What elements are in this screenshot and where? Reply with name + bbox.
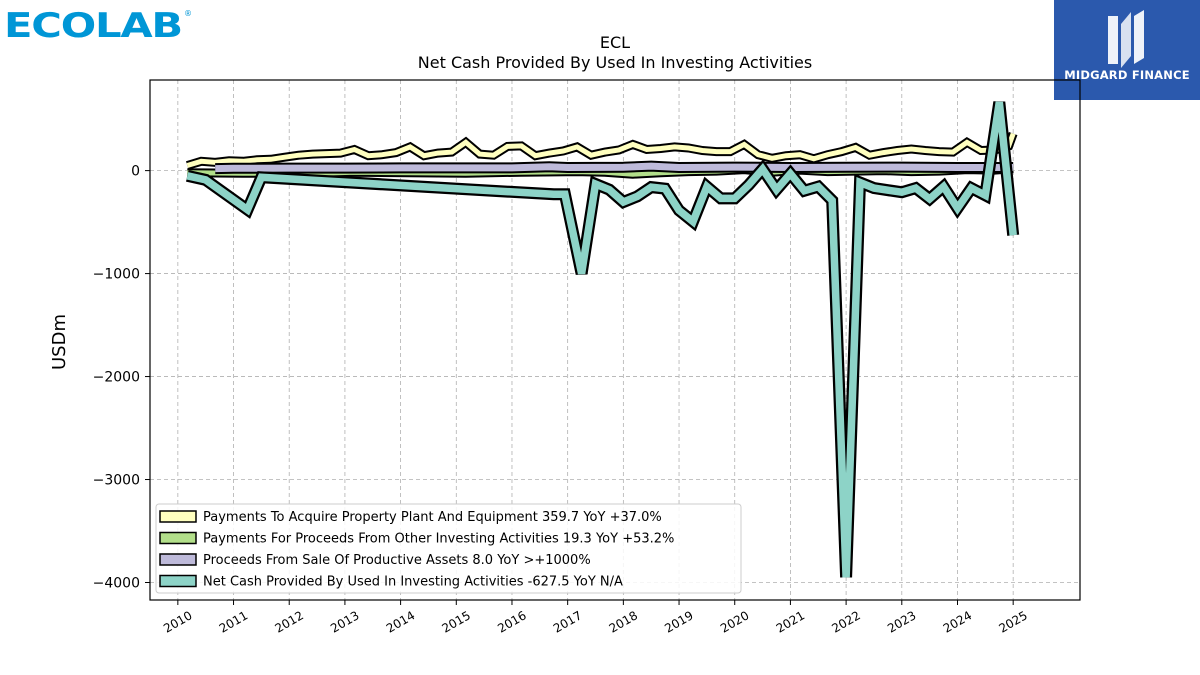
y-tick-label: −2000	[93, 370, 140, 386]
legend: Payments To Acquire Property Plant And E…	[155, 503, 742, 594]
x-tick-label: 2010	[161, 608, 194, 635]
series-line-net-cash-provided-by-used-in-investing-activities	[186, 101, 1017, 578]
midgard-finance-logo: MIDGARD FINANCE	[1054, 0, 1200, 100]
x-tick-label: 2013	[328, 608, 361, 635]
y-axis-label: USDm	[49, 314, 70, 370]
chart-title: ECL	[600, 33, 630, 52]
x-tick-label: 2022	[829, 608, 862, 635]
series-line-proceeds-from-sale-of-productive-assets	[215, 162, 1014, 173]
legend-swatch	[159, 510, 197, 523]
x-tick-label: 2014	[384, 608, 417, 635]
x-tick-label: 2020	[718, 608, 751, 635]
legend-entry-label: Net Cash Provided By Used In Investing A…	[203, 575, 623, 590]
y-tick-label: 0	[131, 164, 140, 180]
x-tick-label: 2021	[774, 608, 807, 635]
legend-entry-label: Payments To Acquire Property Plant And E…	[203, 510, 662, 525]
x-tick-label: 2024	[941, 608, 974, 635]
y-tick-label: −3000	[93, 473, 140, 489]
plot-frame	[149, 79, 1081, 601]
x-tick-label: 2023	[885, 608, 918, 635]
legend-swatch	[159, 574, 197, 588]
chart-subtitle: Net Cash Provided By Used In Investing A…	[418, 53, 812, 72]
x-tick-label: 2018	[607, 608, 640, 635]
y-tick-label: −4000	[93, 575, 140, 591]
x-tick-label: 2015	[440, 608, 473, 635]
series-line-payments-to-acquire-property-plant-and-equipment	[186, 132, 1016, 168]
ecolab-wordmark: ECOLAB	[4, 6, 182, 44]
legend-entry-label: Payments For Proceeds From Other Investi…	[203, 532, 674, 547]
midgard-emblem-icon	[1108, 10, 1144, 68]
y-tick-label: −1000	[93, 267, 140, 283]
legend-swatch	[159, 553, 197, 566]
x-tick-label: 2025	[996, 608, 1029, 635]
svg-text:®: ®	[184, 9, 192, 18]
series-lines	[185, 101, 1020, 578]
legend-box	[155, 503, 742, 594]
legend-swatch	[159, 531, 197, 545]
midgard-brand-name: MIDGARD FINANCE	[1064, 68, 1190, 82]
x-tick-label: 2012	[272, 608, 305, 635]
x-tick-label: 2016	[495, 608, 528, 635]
ecolab-logo: ECOLAB ®	[4, 6, 192, 44]
legend-entry-label: Proceeds From Sale Of Productive Assets …	[203, 553, 591, 568]
x-tick-label: 2017	[551, 608, 584, 635]
x-tick-label: 2011	[217, 608, 250, 635]
x-tick-label: 2019	[662, 608, 695, 635]
